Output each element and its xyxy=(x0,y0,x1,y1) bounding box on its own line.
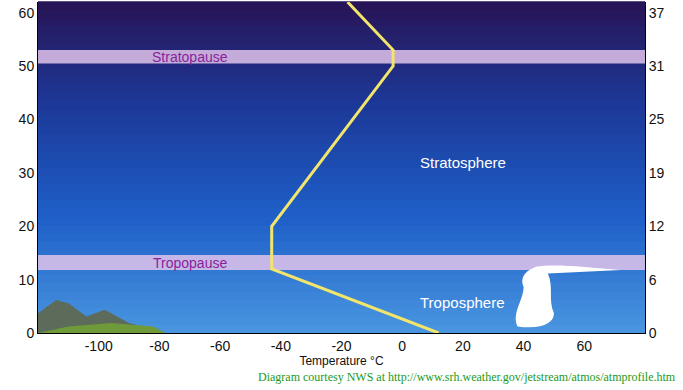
svg-text:40: 40 xyxy=(19,111,35,127)
svg-text:Tropopause: Tropopause xyxy=(153,255,227,271)
svg-text:-100: -100 xyxy=(85,338,113,354)
svg-text:12: 12 xyxy=(649,218,665,234)
svg-text:60: 60 xyxy=(19,5,35,21)
svg-text:-40: -40 xyxy=(271,338,291,354)
svg-text:0: 0 xyxy=(649,325,657,341)
svg-text:31: 31 xyxy=(649,58,665,74)
svg-text:10: 10 xyxy=(19,272,35,288)
svg-text:0: 0 xyxy=(26,325,34,341)
svg-text:30: 30 xyxy=(19,165,35,181)
svg-text:-20: -20 xyxy=(331,338,351,354)
svg-text:6: 6 xyxy=(649,272,657,288)
svg-text:60: 60 xyxy=(577,338,593,354)
svg-text:20: 20 xyxy=(455,338,471,354)
svg-text:19: 19 xyxy=(649,165,665,181)
svg-text:50: 50 xyxy=(19,58,35,74)
svg-text:Temperature °C: Temperature °C xyxy=(299,354,383,368)
svg-text:Diagram courtesy NWS at http:/: Diagram courtesy NWS at http://www.srh.w… xyxy=(258,370,676,384)
svg-text:40: 40 xyxy=(516,338,532,354)
svg-text:37: 37 xyxy=(649,5,665,21)
svg-text:25: 25 xyxy=(649,111,665,127)
svg-text:-80: -80 xyxy=(149,338,169,354)
svg-text:-60: -60 xyxy=(210,338,230,354)
svg-text:20: 20 xyxy=(19,218,35,234)
svg-text:0: 0 xyxy=(398,338,406,354)
svg-text:Stratosphere: Stratosphere xyxy=(420,154,506,171)
svg-text:Stratopause: Stratopause xyxy=(152,49,228,65)
svg-text:Troposphere: Troposphere xyxy=(420,294,505,311)
